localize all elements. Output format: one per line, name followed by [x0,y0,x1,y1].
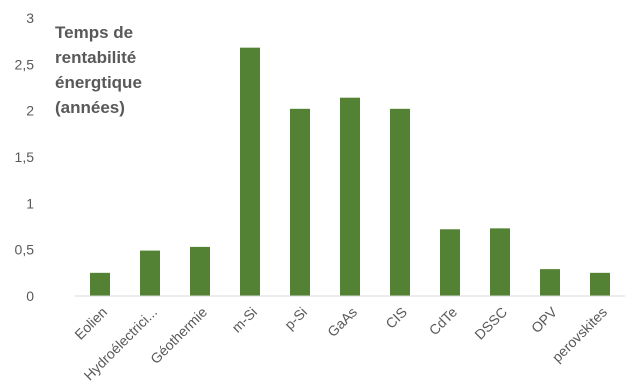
bar [490,228,510,296]
y-tick-label: 0,5 [15,242,35,258]
bar [190,246,210,296]
x-tick-label: OPV [528,303,561,336]
y-tick-label: 1,5 [15,149,35,165]
bar [390,108,410,297]
chart-title-line: rentabilité [55,48,136,67]
bar [90,272,110,296]
chart-title-line: (années) [55,98,125,117]
y-tick-label: 3 [26,10,34,26]
x-tick-label: GaAs [324,304,360,340]
bar [140,250,160,296]
bar [240,47,260,296]
x-tick-label: DSSC [471,304,510,343]
bars [90,47,610,297]
chart-title-line: énergtique [55,73,142,92]
x-tick-label: p-Si [281,304,310,333]
x-tick-label: CdTe [426,304,461,339]
x-tick-label: m-Si [228,304,260,336]
bar [590,272,610,296]
x-tick-label: Eolien [71,304,110,343]
chart-title-line: Temps de [55,23,133,42]
y-axis: 0 0,5 1 1,5 2 2,5 3 [15,10,35,304]
x-tick-label: CIS [382,304,410,332]
bar [540,269,560,296]
y-tick-label: 1 [26,195,34,211]
chart-title: Temps de rentabilité énergtique (années) [55,23,142,117]
bar [290,108,310,297]
y-tick-label: 2,5 [15,56,35,72]
bar [340,97,360,297]
y-tick-label: 2 [26,103,34,119]
y-tick-label: 0 [26,288,34,304]
bar [440,229,460,296]
